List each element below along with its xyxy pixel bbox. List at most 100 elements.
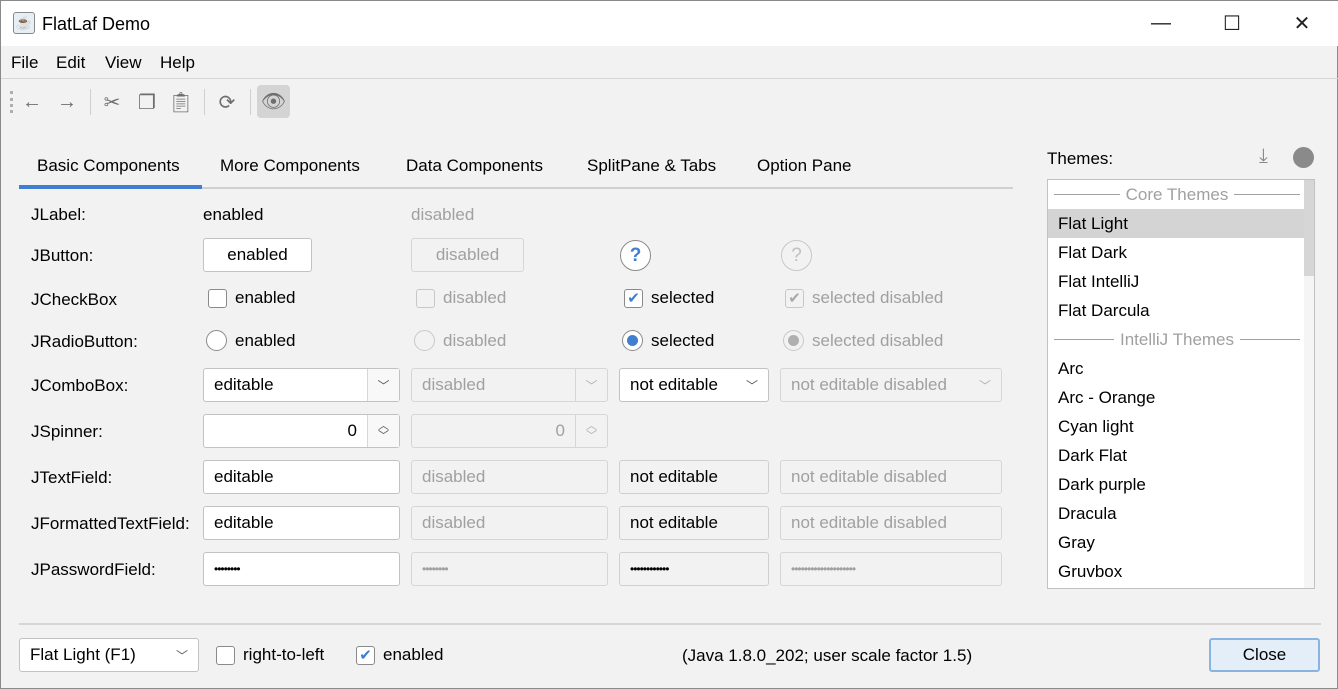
- back-icon[interactable]: ←: [22, 90, 42, 113]
- textfield-not-editable[interactable]: not editable: [619, 460, 769, 494]
- formatted-disabled: disabled: [411, 506, 608, 540]
- checkbox-selected-disabled: ✔ selected disabled: [785, 288, 943, 308]
- radio-circle: [206, 330, 227, 351]
- textfield-not-editable-disabled: not editable disabled: [780, 460, 1002, 494]
- radio-selected[interactable]: selected: [622, 330, 714, 351]
- list-item[interactable]: Dracula: [1058, 504, 1117, 523]
- menu-edit[interactable]: Edit: [56, 53, 86, 72]
- theme-combo[interactable]: Flat Light (F1) ﹀: [19, 638, 199, 672]
- label-enabled: enabled: [203, 205, 264, 224]
- chevron-down-icon: ﹀: [745, 378, 758, 393]
- jformatted-label: JFormattedTextField:: [31, 514, 190, 533]
- checkbox-box: [416, 288, 435, 308]
- tab-data-components[interactable]: Data Components: [406, 156, 544, 175]
- textfield-disabled: disabled: [411, 460, 608, 494]
- toolbar-separator: [90, 89, 91, 115]
- list-item[interactable]: Flat Darcula: [1058, 301, 1150, 320]
- maximize-button[interactable]: ☐: [1223, 13, 1241, 35]
- combo-disabled: disabled ﹀: [411, 368, 608, 402]
- scrollbar-thumb[interactable]: [1304, 180, 1314, 276]
- forward-icon[interactable]: →: [57, 90, 77, 113]
- tab-option-pane[interactable]: Option Pane: [757, 156, 852, 175]
- password-not-editable[interactable]: ••••••••••••: [619, 552, 769, 586]
- checkbox-disabled: disabled: [416, 288, 506, 308]
- toolbar-grip[interactable]: [10, 91, 13, 113]
- label-disabled: disabled: [411, 205, 475, 224]
- eye-icon[interactable]: 👁︎: [257, 85, 290, 118]
- list-item[interactable]: Flat Light: [1048, 209, 1304, 238]
- list-item[interactable]: Arc: [1058, 359, 1084, 378]
- radio-circle: [414, 330, 435, 351]
- tab-basic-components[interactable]: Basic Components: [37, 156, 180, 175]
- jpassword-label: JPasswordField:: [31, 560, 156, 579]
- chevron-down-icon: ﹀: [978, 378, 991, 393]
- jcheckbox-label: JCheckBox: [31, 290, 117, 309]
- combo-not-editable[interactable]: not editable ﹀: [619, 368, 769, 402]
- copy-icon[interactable]: ❐: [138, 91, 156, 114]
- menu-file[interactable]: File: [11, 53, 39, 72]
- paste-icon[interactable]: 📋︎: [168, 91, 194, 114]
- radio-selected-disabled: selected disabled: [783, 330, 943, 351]
- list-item[interactable]: Flat Dark: [1058, 243, 1127, 262]
- password-editable[interactable]: ••••••••: [203, 552, 400, 586]
- themes-list[interactable]: Core Themes Flat Light Flat Dark Flat In…: [1047, 179, 1315, 589]
- spinner-arrows-icon[interactable]: ︿ ﹀: [367, 415, 399, 447]
- list-item[interactable]: Cyan light: [1058, 417, 1134, 436]
- scrollbar[interactable]: [1304, 180, 1314, 588]
- check-icon: ✔: [785, 288, 804, 308]
- jspinner-label: JSpinner:: [31, 422, 103, 441]
- spinner-arrows-icon: ︿ ﹀: [575, 415, 607, 447]
- tab-more-components[interactable]: More Components: [220, 156, 360, 175]
- jlabel-label: JLabel:: [31, 205, 86, 224]
- list-item[interactable]: Dark purple: [1058, 475, 1146, 494]
- spinner-enabled[interactable]: 0 ︿ ﹀: [203, 414, 400, 448]
- combo-editable[interactable]: editable ﹀: [203, 368, 400, 402]
- button-enabled[interactable]: enabled: [203, 238, 312, 272]
- list-item[interactable]: Dark Flat: [1058, 446, 1127, 465]
- combo-value: not editable disabled: [791, 375, 947, 394]
- tab-splitpane-tabs[interactable]: SplitPane & Tabs: [587, 156, 717, 175]
- tab-selected-indicator: [19, 185, 202, 189]
- checkbox-text: enabled: [235, 288, 296, 307]
- checkbox-enabled[interactable]: enabled: [208, 288, 296, 308]
- rtl-checkbox[interactable]: right-to-left: [216, 645, 324, 665]
- download-icon[interactable]: ⤓: [1259, 145, 1268, 167]
- radio-text: selected disabled: [812, 330, 944, 350]
- radio-text: enabled: [235, 330, 296, 350]
- checkbox-selected[interactable]: ✔ selected: [624, 288, 714, 308]
- formatted-not-editable[interactable]: not editable: [619, 506, 769, 540]
- combo-value: Flat Light (F1): [30, 645, 136, 664]
- close-window-button[interactable]: ✕: [1293, 13, 1311, 35]
- combo-value: editable: [214, 375, 274, 394]
- textfield-editable[interactable]: editable: [203, 460, 400, 494]
- list-item[interactable]: Arc - Orange: [1058, 388, 1156, 407]
- jbutton-label: JButton:: [31, 246, 94, 265]
- enabled-checkbox[interactable]: ✔ enabled: [356, 645, 444, 665]
- menu-help[interactable]: Help: [160, 53, 195, 72]
- github-icon[interactable]: [1293, 147, 1314, 168]
- combo-value: not editable: [630, 375, 718, 394]
- radio-enabled[interactable]: enabled: [206, 330, 296, 351]
- check-icon: ✔: [356, 645, 375, 665]
- toolbar-separator: [250, 89, 251, 115]
- close-button[interactable]: Close: [1209, 638, 1320, 672]
- checkbox-text: enabled: [383, 645, 444, 664]
- combo-value: disabled: [422, 375, 486, 394]
- java-app-icon: ☕: [13, 12, 35, 34]
- menu-view[interactable]: View: [105, 53, 142, 72]
- list-item[interactable]: Gray: [1058, 533, 1095, 552]
- help-button[interactable]: ?: [620, 240, 651, 271]
- cut-icon[interactable]: ✂: [103, 91, 121, 114]
- check-icon: ✔: [624, 288, 643, 308]
- spinner-value: 0: [555, 421, 565, 440]
- formatted-not-editable-disabled: not editable disabled: [780, 506, 1002, 540]
- radio-dot-icon: [622, 330, 643, 351]
- chevron-down-icon: ﹀: [575, 369, 607, 401]
- list-item[interactable]: Flat IntelliJ: [1058, 272, 1140, 291]
- checkbox-text: disabled: [443, 288, 507, 307]
- chevron-down-icon[interactable]: ﹀: [367, 369, 399, 401]
- refresh-icon[interactable]: ⟳: [218, 91, 236, 114]
- list-item[interactable]: Gruvbox: [1058, 562, 1123, 581]
- formatted-editable[interactable]: editable: [203, 506, 400, 540]
- minimize-button[interactable]: —: [1151, 12, 1171, 34]
